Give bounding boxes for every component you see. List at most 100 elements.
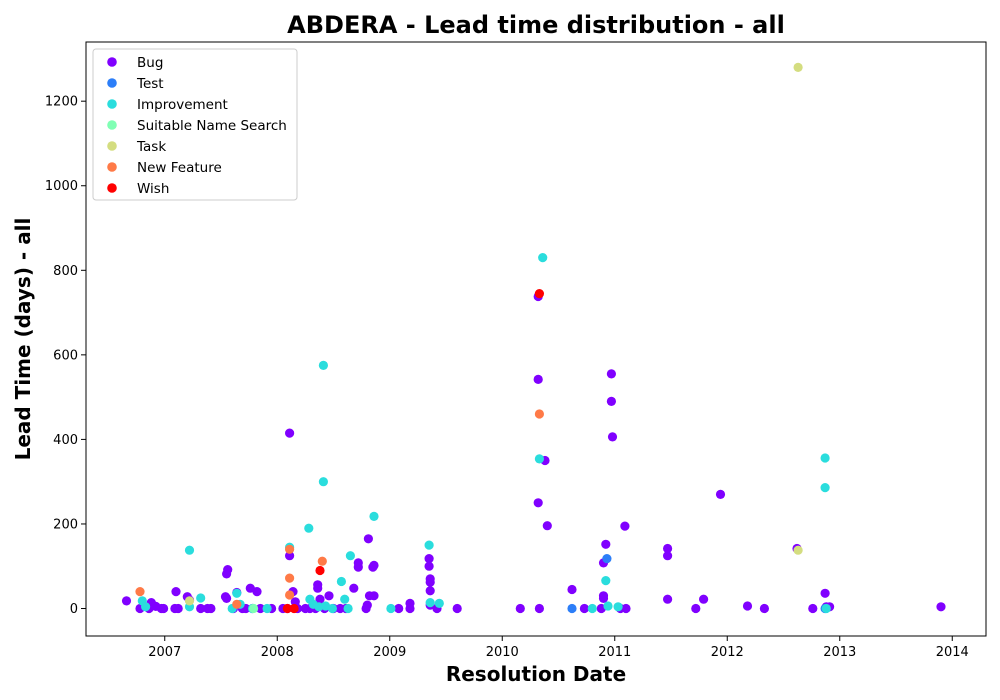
data-point <box>262 603 272 614</box>
x-tick-label: 2012 <box>711 645 744 660</box>
data-point <box>821 603 831 614</box>
data-point <box>318 360 328 370</box>
data-point <box>394 603 404 614</box>
data-point <box>434 598 444 609</box>
legend-marker <box>107 162 117 172</box>
data-point <box>606 396 617 406</box>
chart-title: ABDERA - Lead time distribution - all <box>287 11 785 39</box>
data-point <box>538 253 548 263</box>
data-point <box>606 369 617 379</box>
data-point <box>315 565 325 576</box>
data-point <box>425 577 435 587</box>
data-point <box>620 521 630 531</box>
data-point <box>936 602 946 612</box>
data-point <box>567 584 577 595</box>
data-point <box>533 374 543 384</box>
data-point <box>206 603 216 614</box>
data-point <box>362 600 372 610</box>
data-point <box>820 453 830 463</box>
data-point <box>534 454 545 464</box>
data-point <box>255 603 265 614</box>
data-point <box>318 477 328 487</box>
data-point <box>534 603 545 614</box>
data-point <box>759 603 770 614</box>
data-point <box>386 603 396 614</box>
data-point <box>196 593 206 603</box>
data-point <box>353 562 363 572</box>
data-point <box>289 603 299 614</box>
data-point <box>601 576 611 586</box>
data-point <box>314 602 324 612</box>
data-point <box>282 603 292 614</box>
data-point <box>715 489 726 499</box>
legend-marker <box>107 78 117 88</box>
data-point <box>196 603 206 614</box>
x-tick-label: 2010 <box>486 645 519 660</box>
data-point <box>369 511 379 521</box>
data-point <box>515 603 525 614</box>
data-point <box>808 603 818 614</box>
x-tick-label: 2013 <box>823 645 856 660</box>
data-points <box>121 62 946 614</box>
data-point <box>249 603 259 614</box>
legend-label: New Feature <box>137 160 222 176</box>
x-tick-label: 2008 <box>261 645 294 660</box>
series-wish <box>282 289 545 614</box>
y-tick-label: 400 <box>53 433 78 448</box>
y-tick-label: 800 <box>53 264 78 279</box>
data-point <box>601 539 611 549</box>
data-point <box>327 603 337 614</box>
x-axis-title: Resolution Date <box>446 662 626 686</box>
y-axis-title: Lead Time (days) - all <box>11 218 35 461</box>
data-point <box>405 598 415 609</box>
data-point <box>587 603 597 614</box>
data-point <box>613 602 623 612</box>
data-point <box>663 551 673 561</box>
data-point <box>141 602 151 612</box>
legend-label: Wish <box>137 181 169 197</box>
data-point <box>285 551 295 561</box>
y-axis: 0 200 400 600 800 1000 1200 <box>45 95 86 617</box>
data-point <box>343 603 353 614</box>
y-tick-label: 200 <box>53 517 78 532</box>
data-point <box>607 432 618 442</box>
legend-marker <box>107 183 117 193</box>
data-point <box>304 523 314 533</box>
series-suitable-name-search <box>249 603 259 614</box>
data-point <box>425 586 435 596</box>
data-point <box>345 551 355 561</box>
series-task <box>184 62 803 606</box>
data-point <box>369 560 379 571</box>
data-point <box>363 534 373 544</box>
data-point <box>171 587 181 597</box>
data-point <box>121 596 132 606</box>
data-point <box>598 593 609 604</box>
data-point <box>603 601 613 611</box>
data-point <box>793 545 803 555</box>
data-point <box>579 603 590 614</box>
data-point <box>534 409 545 419</box>
data-point <box>793 62 803 72</box>
data-point <box>534 289 545 299</box>
legend-marker <box>107 99 117 109</box>
data-point <box>533 498 543 508</box>
data-point <box>369 591 379 601</box>
x-tick-label: 2009 <box>373 645 406 660</box>
y-tick-label: 1000 <box>45 179 78 194</box>
data-point <box>315 594 325 604</box>
data-point <box>222 593 232 604</box>
data-point <box>285 590 295 600</box>
data-point <box>663 594 673 604</box>
data-point <box>424 554 434 564</box>
data-point <box>424 540 434 550</box>
data-point <box>173 603 183 614</box>
legend-label: Suitable Name Search <box>137 118 287 134</box>
series-new-feature <box>135 409 545 609</box>
data-point <box>452 603 462 614</box>
plot-frame <box>85 41 987 637</box>
data-point <box>820 483 830 493</box>
legend-box <box>92 48 298 201</box>
data-point <box>542 521 552 531</box>
legend-label: Test <box>136 76 164 92</box>
